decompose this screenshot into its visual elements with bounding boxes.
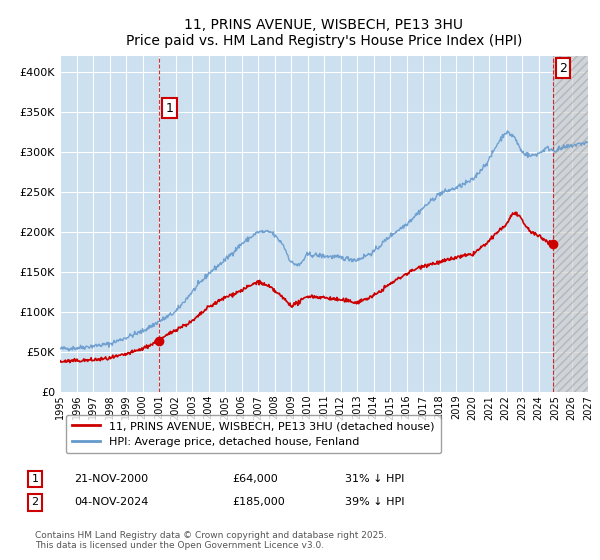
Text: 31% ↓ HPI: 31% ↓ HPI xyxy=(345,474,404,484)
Text: Contains HM Land Registry data © Crown copyright and database right 2025.
This d: Contains HM Land Registry data © Crown c… xyxy=(35,531,387,550)
Text: 04-NOV-2024: 04-NOV-2024 xyxy=(74,497,149,507)
Bar xyxy=(553,56,588,392)
Text: £64,000: £64,000 xyxy=(232,474,278,484)
Text: 21-NOV-2000: 21-NOV-2000 xyxy=(74,474,149,484)
Text: 39% ↓ HPI: 39% ↓ HPI xyxy=(345,497,404,507)
Title: 11, PRINS AVENUE, WISBECH, PE13 3HU
Price paid vs. HM Land Registry's House Pric: 11, PRINS AVENUE, WISBECH, PE13 3HU Pric… xyxy=(126,18,522,48)
Text: 1: 1 xyxy=(166,101,173,114)
Text: £185,000: £185,000 xyxy=(232,497,285,507)
Text: 2: 2 xyxy=(559,62,567,74)
Text: 2: 2 xyxy=(31,497,38,507)
Text: 1: 1 xyxy=(31,474,38,484)
Legend: 11, PRINS AVENUE, WISBECH, PE13 3HU (detached house), HPI: Average price, detach: 11, PRINS AVENUE, WISBECH, PE13 3HU (det… xyxy=(65,414,441,454)
